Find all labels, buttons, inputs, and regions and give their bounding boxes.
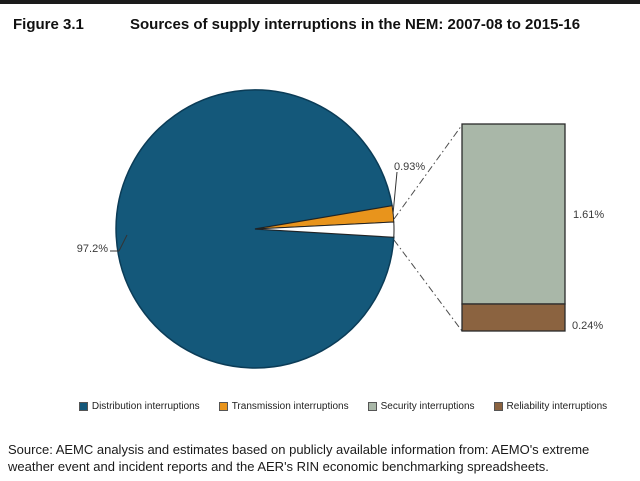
legend-item-reliability: Reliability interruptions: [493, 401, 608, 412]
figure-title: Sources of supply interruptions in the N…: [130, 16, 581, 33]
legend-swatch-security-icon: [367, 402, 377, 411]
breakout-bar-reliability: [461, 303, 566, 332]
source-note-line-1: Source: AEMC analysis and estimates base…: [8, 442, 590, 457]
pie-slice-distribution: [115, 89, 395, 369]
legend-item-security: Security interruptions: [367, 401, 475, 412]
legend-label-transmission: Transmission interruptions: [231, 401, 349, 412]
legend-item-transmission: Transmission interruptions: [218, 401, 349, 412]
label-distribution-pct: 97.2%: [77, 243, 108, 255]
legend-swatch-distribution-icon: [78, 402, 88, 411]
source-note-line-2: weather event and incident reports and t…: [8, 458, 549, 474]
callout-line-transmission: [392, 171, 398, 215]
label-reliability-pct: 0.24%: [572, 320, 603, 332]
chart-legend: Distribution interruptions Transmission …: [0, 401, 640, 412]
legend-label-security: Security interruptions: [380, 401, 475, 412]
legend-label-distribution: Distribution interruptions: [91, 401, 200, 412]
top-border-bar: [0, 0, 640, 4]
breakout-connector-lower: [393, 239, 463, 332]
legend-swatch-transmission-icon: [218, 402, 228, 411]
breakout-connector-upper: [393, 124, 463, 220]
legend-label-reliability: Reliability interruptions: [506, 401, 608, 412]
source-note: Source: AEMC analysis and estimates base…: [8, 442, 628, 475]
callout-line-distribution: [110, 234, 128, 252]
legend-item-distribution: Distribution interruptions: [78, 401, 200, 412]
figure-label: Figure 3.1: [13, 16, 84, 33]
legend-swatch-reliability-icon: [493, 402, 503, 411]
label-transmission-pct: 0.93%: [394, 161, 425, 173]
pie-slice-breakout: [254, 221, 395, 238]
breakout-bar-security: [461, 123, 566, 305]
label-security-pct: 1.61%: [573, 209, 604, 221]
